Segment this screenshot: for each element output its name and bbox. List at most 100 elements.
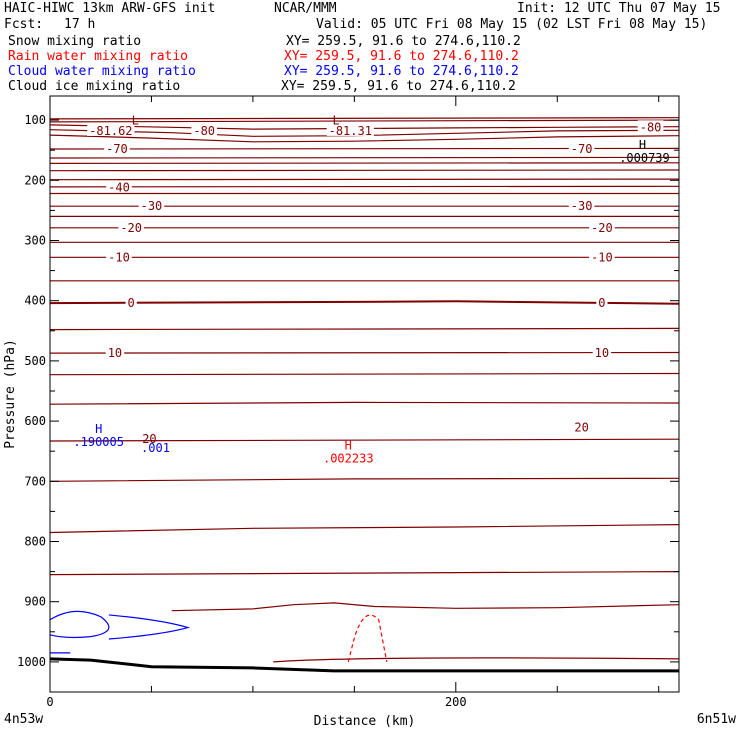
contour-label-bg-11	[106, 250, 132, 263]
isotherm-line-24	[49, 477, 680, 482]
field-cloudwater-name: Cloud water mixing ratio	[8, 64, 196, 79]
extremum-mark-4: H	[345, 438, 352, 452]
contour-label-bg-7	[138, 199, 165, 212]
cloudwater-label-0: 20	[142, 432, 156, 446]
extremum-mark-3: H	[95, 422, 102, 436]
contour-label-bg-8	[568, 199, 595, 212]
field-snow-name: Snow mixing ratio	[8, 34, 142, 49]
y-tick-label-4: 500	[24, 354, 46, 368]
model-title: HAIC-HIWC 13km ARW-GFS init	[4, 1, 216, 16]
extremum-value-4: .002233	[323, 451, 374, 465]
contour-label-16: 10	[595, 346, 609, 360]
contour-label-7: -30	[141, 199, 163, 213]
y-tick-label-6: 700	[24, 474, 46, 488]
rain-contour	[347, 614, 388, 663]
y-tick-label-5: 600	[24, 414, 46, 428]
contour-label-bg-14	[596, 296, 608, 309]
extremum-mark-1: L	[332, 113, 339, 127]
isotherm-line-8	[49, 169, 680, 172]
y-tick-label-8: 900	[24, 595, 46, 609]
contour-label-bg-1	[191, 123, 218, 136]
contour-label-bg-17	[572, 420, 591, 433]
field-snow-xy: XY= 259.5, 91.6 to 274.6,110.2	[286, 34, 521, 49]
y-tick-label-1: 200	[24, 173, 46, 187]
contour-label-bg-5	[568, 141, 595, 154]
isotherm-line-26	[49, 571, 680, 576]
contour-label-bg-12	[589, 250, 615, 263]
contour-label-11: -10	[108, 250, 130, 264]
terrain-line	[49, 657, 679, 673]
field-rain-xy: XY= 259.5, 91.6 to 274.6,110.2	[284, 49, 519, 64]
contour-label-4: -70	[106, 142, 128, 156]
y-tick-label-7: 800	[24, 534, 46, 548]
extremum-mark-0: L	[132, 113, 139, 127]
contour-label-12: -10	[591, 250, 613, 264]
contour-label-bg-13	[125, 296, 137, 309]
x-tick-label-0: 0	[46, 695, 53, 709]
field-cloudice-xy: XY= 259.5, 91.6 to 274.6,110.2	[281, 79, 516, 94]
y-tick-label-3: 400	[24, 294, 46, 308]
cloudwater-contour-a	[49, 610, 110, 639]
init-time: Init: 12 UTC Thu 07 May 15	[517, 1, 721, 16]
isotherm-line-6	[49, 156, 680, 159]
isotherm-line-9	[49, 178, 680, 181]
isotherm-line-surface	[273, 657, 680, 663]
contour-label-bg-15	[105, 346, 125, 359]
fcst-value: 17 h	[64, 17, 96, 32]
contour-label-bg-9	[118, 220, 144, 233]
field-cloudwater-xy: XY= 259.5, 91.6 to 274.6,110.2	[284, 64, 519, 79]
contour-label-5: -70	[571, 142, 593, 156]
contour-label-bg-16	[592, 346, 612, 359]
org-label: NCAR/MMM	[274, 1, 337, 16]
isotherm-line-10	[49, 185, 680, 188]
isotherm-line-1	[49, 119, 680, 123]
contour-label-bg-3	[637, 120, 664, 133]
contour-label-bg-4	[104, 141, 130, 154]
valid-time: Valid: 05 UTC Fri 08 May 15 (02 LST Fri …	[316, 17, 708, 32]
contour-label-2: -81.31	[329, 124, 372, 138]
cloudwater-label-1: .001	[141, 441, 170, 455]
x-left-location-label: 4n53w	[4, 712, 43, 727]
fcst-label: Fcst:	[4, 17, 44, 32]
contour-label-14: 0	[598, 296, 605, 310]
isotherm-line-27	[171, 602, 680, 612]
isotherm-line-7	[49, 162, 680, 164]
isotherm-line-20	[49, 351, 680, 354]
extremum-mark-2: H	[639, 138, 646, 152]
extremum-value-2: .000739	[619, 151, 670, 165]
contour-label-10: -20	[591, 221, 613, 235]
x-tick-label-1: 200	[445, 695, 467, 709]
y-axis-label: Pressure (hPa)	[3, 339, 18, 449]
isotherm-line-23	[49, 438, 680, 442]
extremum-value-3: .190005	[73, 435, 124, 449]
cloudwater-contour-b	[108, 614, 191, 640]
contour-label-bg-6	[106, 180, 132, 193]
contour-label-3: -80	[640, 120, 662, 134]
isotherm-line-0	[49, 117, 680, 120]
x-axis-label: Distance (km)	[314, 714, 416, 729]
y-tick-label-9: 1000	[17, 655, 46, 669]
contour-label-15: 10	[108, 346, 122, 360]
isotherm-line-22	[49, 401, 680, 405]
contour-label-6: -40	[108, 181, 130, 195]
y-tick-label-2: 300	[24, 233, 46, 247]
contour-label-9: -20	[120, 221, 142, 235]
isotherm-line-21	[49, 372, 680, 376]
contour-label-bg-2	[326, 123, 374, 136]
contour-label-17: 20	[574, 421, 588, 435]
contour-label-1: -80	[193, 124, 215, 138]
plot-frame	[49, 95, 680, 693]
isotherm-line-18	[49, 300, 680, 305]
field-rain-name: Rain water mixing ratio	[8, 49, 189, 64]
y-tick-label-0: 100	[24, 113, 46, 127]
contour-label-8: -30	[571, 199, 593, 213]
isotherm-line-4	[49, 134, 680, 143]
isotherm-line-19	[49, 327, 680, 331]
isotherm-line-25	[49, 524, 680, 534]
contour-label-bg-0	[87, 123, 135, 136]
x-right-location-label: 6n51w	[697, 712, 736, 727]
contour-label-13: 0	[128, 296, 135, 310]
field-cloudice-name: Cloud ice mixing ratio	[8, 79, 181, 94]
contour-label-0: -81.62	[89, 124, 132, 138]
